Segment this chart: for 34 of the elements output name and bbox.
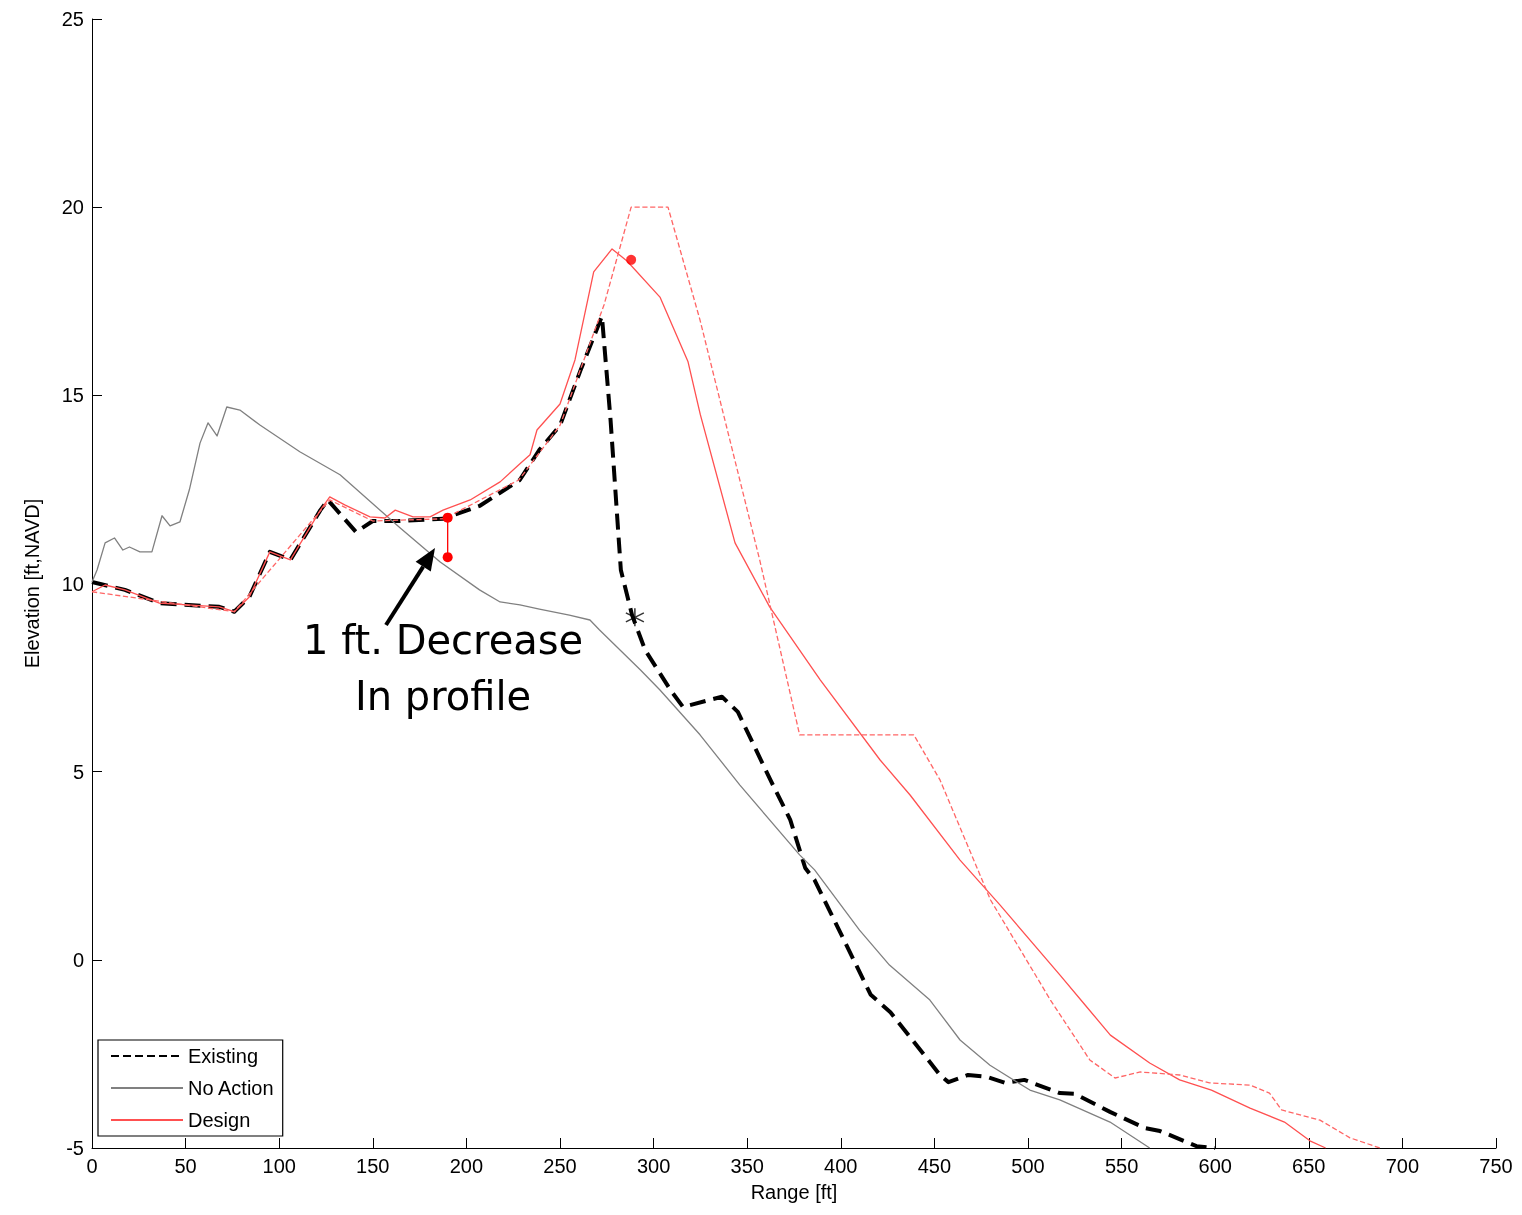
x-tick-label: 650 [1292,1155,1326,1177]
point [626,254,637,265]
y-axis-title: Elevation [ft,NAVD] [21,498,43,669]
y-tick-label: -5 [66,1137,84,1159]
x-tick-label: 500 [1011,1155,1045,1177]
y-tick-label: 25 [61,8,84,30]
x-axis-title: Range [ft] [750,1181,838,1203]
x-tick-label: 200 [449,1155,484,1177]
x-tick-label: 50 [174,1155,197,1177]
line-series [91,406,1151,1149]
x-tick-label: 300 [636,1155,671,1177]
x-tick-label: 0 [86,1155,98,1177]
y-tick-label: 0 [72,948,84,971]
legend-label: Design [188,1109,251,1131]
point [442,512,453,523]
y-tick-label: 20 [61,196,84,219]
legend-label: No Action [188,1077,274,1099]
point [625,607,645,628]
annotation: 1 ft. Decrease In profile [303,616,584,721]
y-tick-label: 15 [61,384,84,407]
x-tick-label: 600 [1198,1155,1232,1177]
x-tick-label: 350 [730,1155,764,1177]
x-tick-label: 400 [824,1155,858,1177]
x-tick-label: 250 [543,1155,577,1177]
legend-label: Existing [188,1045,259,1067]
x-tick-label: 550 [1104,1155,1139,1177]
x-tick-label: 750 [1479,1155,1513,1177]
x-tick-label: 150 [356,1155,390,1177]
y-tick-label: 5 [72,760,84,783]
x-tick-label: 450 [917,1155,952,1177]
x-tick-label: 700 [1385,1155,1420,1177]
point [442,552,453,563]
y-tick-label: 10 [61,572,84,595]
x-tick-label: 100 [262,1155,296,1177]
